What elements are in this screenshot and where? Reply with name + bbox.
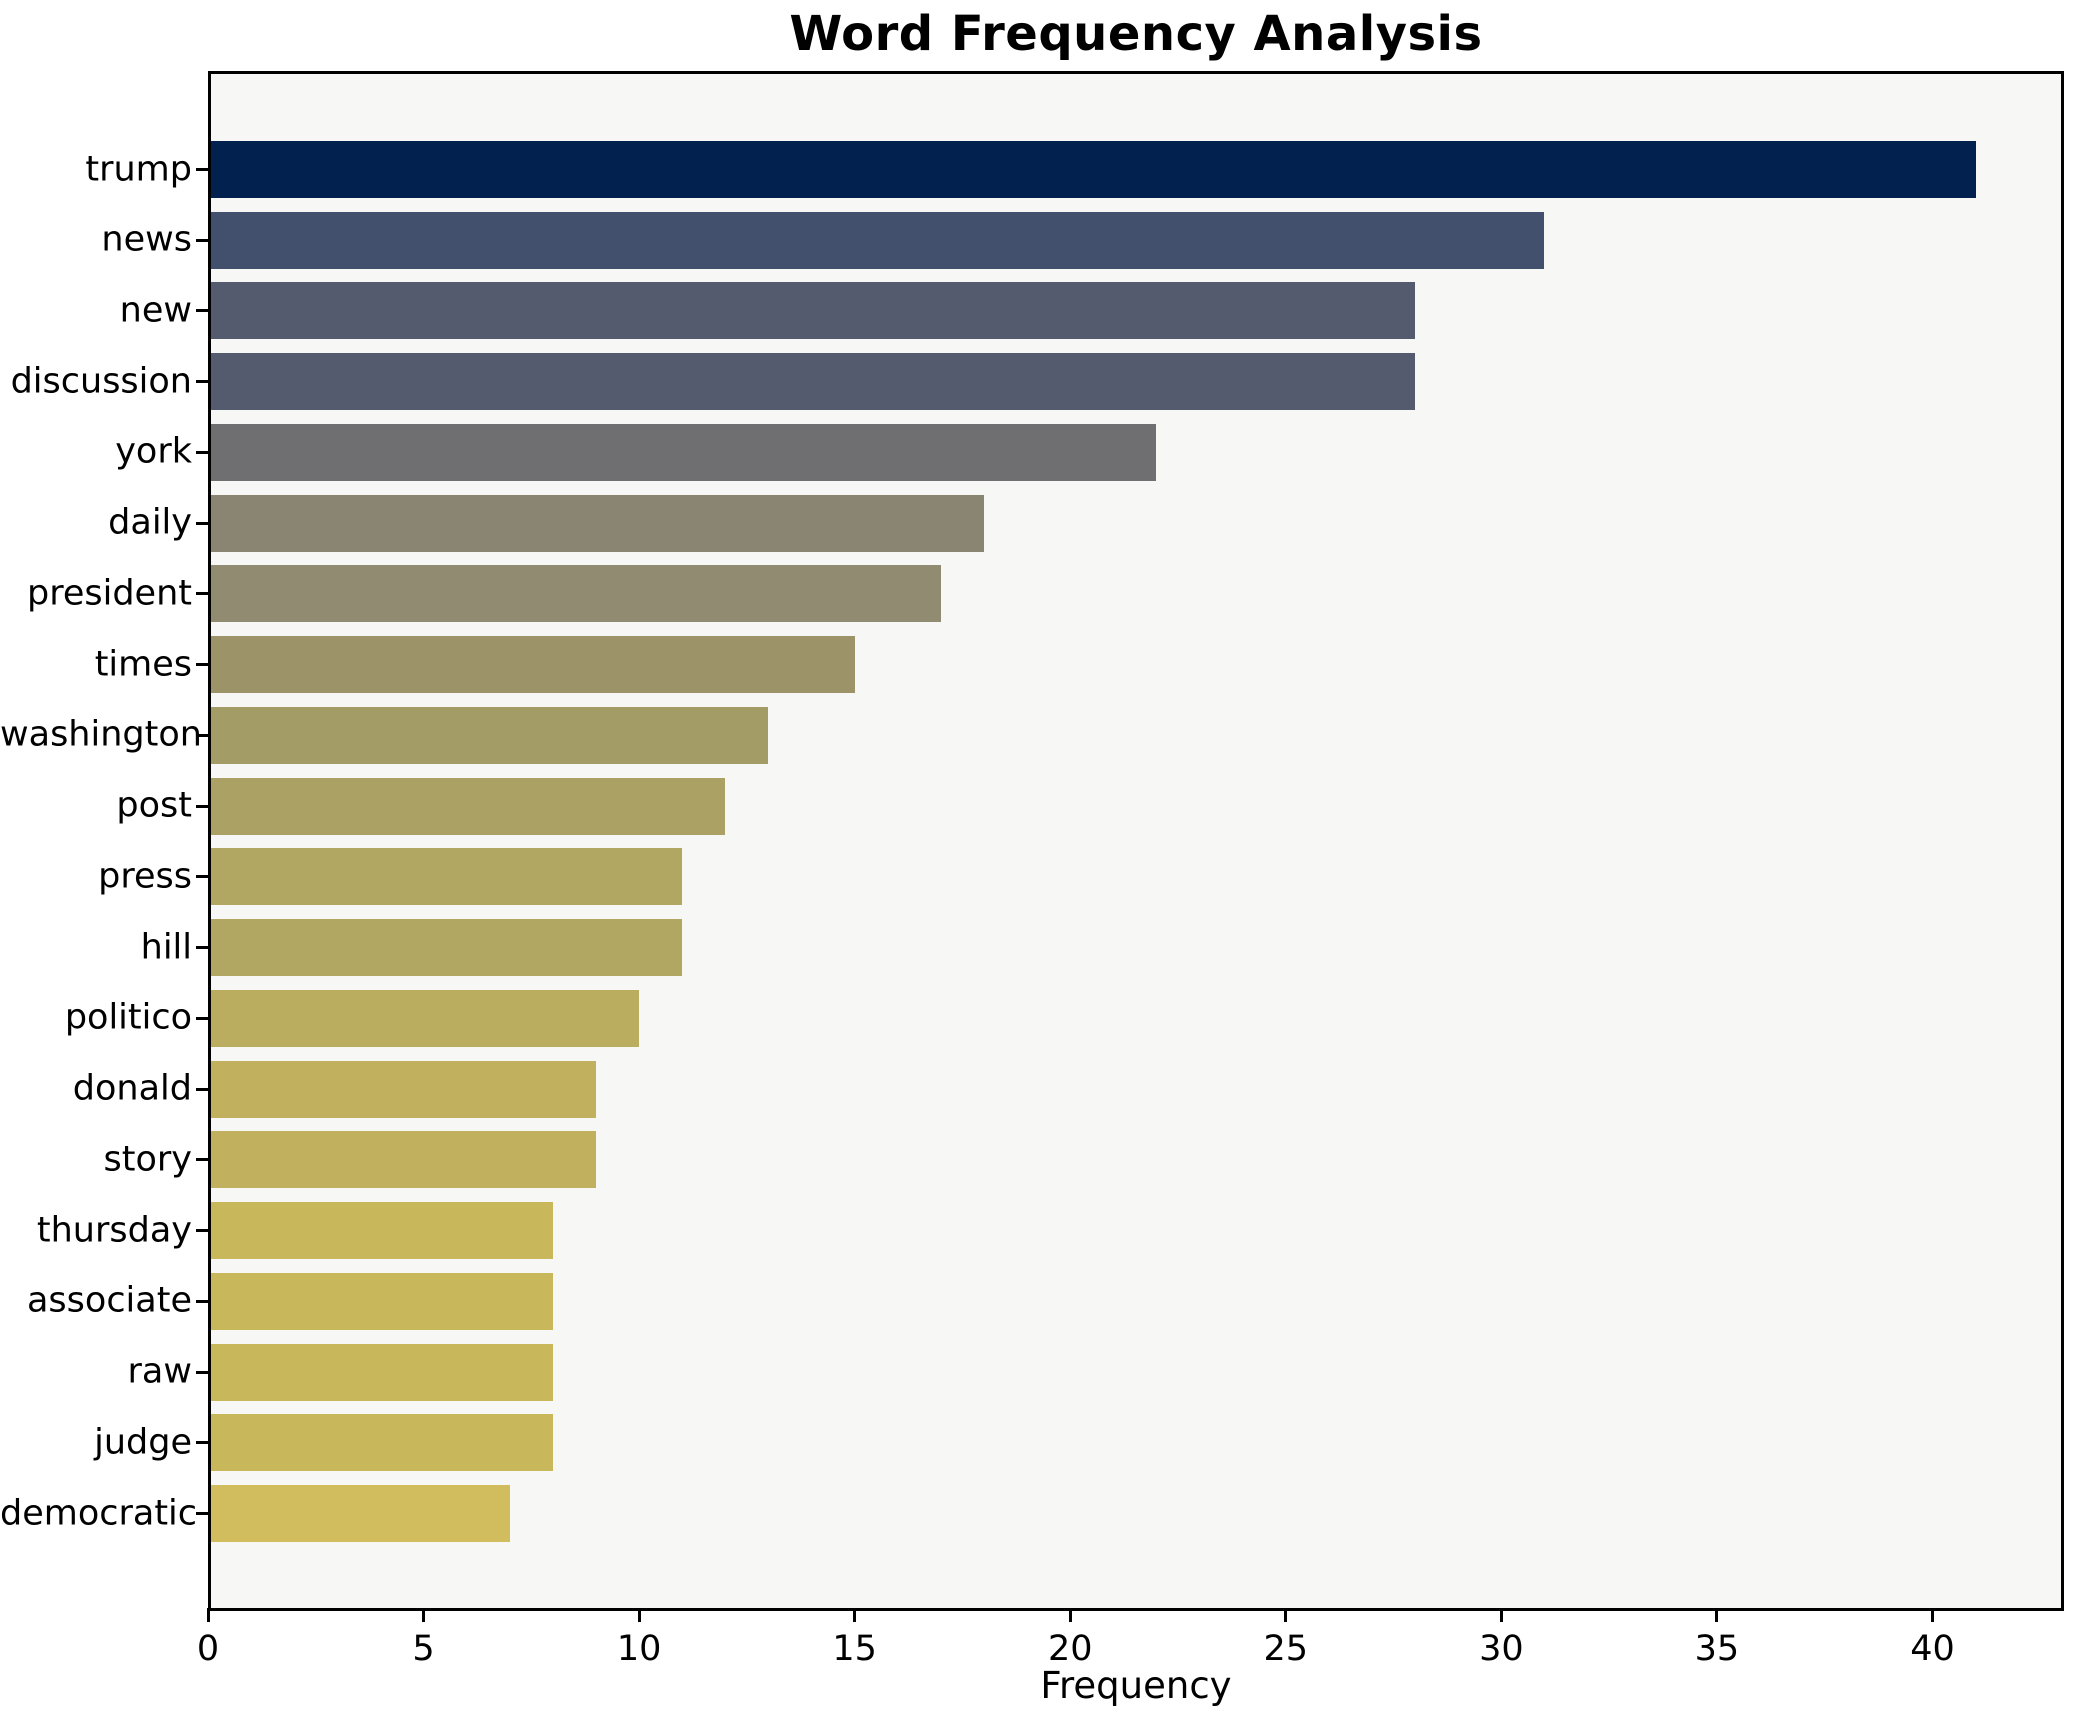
x-tick-label-15: 15 xyxy=(832,1629,877,1669)
y-tick-mark xyxy=(196,168,208,171)
y-tick-mark xyxy=(196,875,208,879)
x-axis-title: Frequency xyxy=(1040,1664,1232,1707)
y-tick-label-politico: politico xyxy=(64,997,192,1038)
x-tick-label-40: 40 xyxy=(1910,1629,1955,1669)
x-tick-mark xyxy=(1715,1608,1719,1622)
x-tick-mark xyxy=(1931,1608,1934,1622)
y-tick-mark xyxy=(196,1441,208,1445)
y-tick-label-news: news xyxy=(101,219,192,260)
x-tick-label-20: 20 xyxy=(1047,1629,1093,1669)
x-tick-label-10: 10 xyxy=(616,1629,662,1669)
bar-times xyxy=(208,636,855,694)
bar-discussion xyxy=(208,353,1416,411)
bar-raw xyxy=(208,1343,553,1401)
y-tick-mark xyxy=(196,663,208,667)
y-tick-mark xyxy=(196,592,208,596)
y-tick-label-discussion: discussion xyxy=(10,361,192,402)
bar-washington xyxy=(208,706,769,764)
x-tick-label-30: 30 xyxy=(1479,1629,1524,1669)
y-tick-label-donald: donald xyxy=(72,1068,192,1109)
bar-donald xyxy=(208,1060,596,1118)
bar-new xyxy=(208,282,1416,340)
bar-politico xyxy=(208,989,640,1047)
y-tick-mark xyxy=(196,1087,208,1091)
y-tick-label-washington: washington xyxy=(0,714,202,755)
y-tick-mark xyxy=(196,380,208,384)
y-tick-label-press: press xyxy=(98,856,192,897)
x-tick-mark xyxy=(853,1608,857,1622)
y-tick-mark xyxy=(196,1299,208,1303)
y-tick-mark xyxy=(196,1016,208,1020)
x-tick-mark xyxy=(637,1608,641,1622)
y-tick-label-raw: raw xyxy=(127,1351,192,1392)
x-tick-label-25: 25 xyxy=(1263,1629,1309,1669)
bar-judge xyxy=(208,1414,553,1472)
x-tick-mark xyxy=(1284,1608,1288,1622)
bar-story xyxy=(208,1131,596,1189)
x-tick-mark xyxy=(422,1608,426,1622)
y-tick-label-hill: hill xyxy=(140,927,192,968)
bar-news xyxy=(208,211,1545,269)
y-tick-mark xyxy=(196,309,208,313)
y-tick-mark xyxy=(196,733,208,737)
bar-thursday xyxy=(208,1202,553,1260)
y-tick-mark xyxy=(196,1158,208,1162)
chart-title: Word Frequency Analysis xyxy=(789,6,1483,62)
x-tick-mark xyxy=(1499,1608,1503,1622)
bar-democratic xyxy=(208,1485,510,1543)
y-tick-label-daily: daily xyxy=(108,502,192,543)
plot-area xyxy=(208,71,2064,1611)
y-tick-label-democratic: democratic xyxy=(0,1493,198,1534)
x-tick-label-35: 35 xyxy=(1694,1629,1740,1669)
bar-associate xyxy=(208,1272,553,1330)
bar-president xyxy=(208,565,941,623)
y-tick-mark xyxy=(196,450,208,454)
bar-hill xyxy=(208,919,683,977)
x-tick-label-0: 0 xyxy=(196,1629,220,1669)
x-tick-label-5: 5 xyxy=(412,1629,435,1669)
y-tick-label-president: president xyxy=(27,573,192,614)
y-tick-mark xyxy=(196,946,208,950)
y-tick-mark xyxy=(196,1229,208,1233)
y-tick-label-trump: trump xyxy=(85,149,192,189)
bar-post xyxy=(208,777,726,835)
y-tick-label-post: post xyxy=(116,785,192,826)
bar-press xyxy=(208,848,683,906)
y-tick-label-times: times xyxy=(94,644,192,685)
y-tick-label-story: story xyxy=(103,1139,192,1180)
bar-daily xyxy=(208,494,985,552)
y-tick-label-judge: judge xyxy=(94,1422,192,1463)
y-tick-mark xyxy=(196,238,208,242)
bar-trump xyxy=(208,141,1976,198)
y-tick-mark xyxy=(196,1370,208,1374)
y-tick-label-associate: associate xyxy=(26,1280,192,1321)
y-tick-label-thursday: thursday xyxy=(36,1210,192,1251)
y-tick-label-new: new xyxy=(119,290,192,331)
y-tick-mark xyxy=(196,1512,208,1516)
y-tick-mark xyxy=(196,804,208,808)
x-tick-mark xyxy=(1068,1608,1072,1622)
bar-york xyxy=(208,423,1157,481)
y-tick-mark xyxy=(196,521,208,525)
y-tick-label-york: york xyxy=(115,431,192,472)
x-tick-mark xyxy=(206,1608,210,1622)
